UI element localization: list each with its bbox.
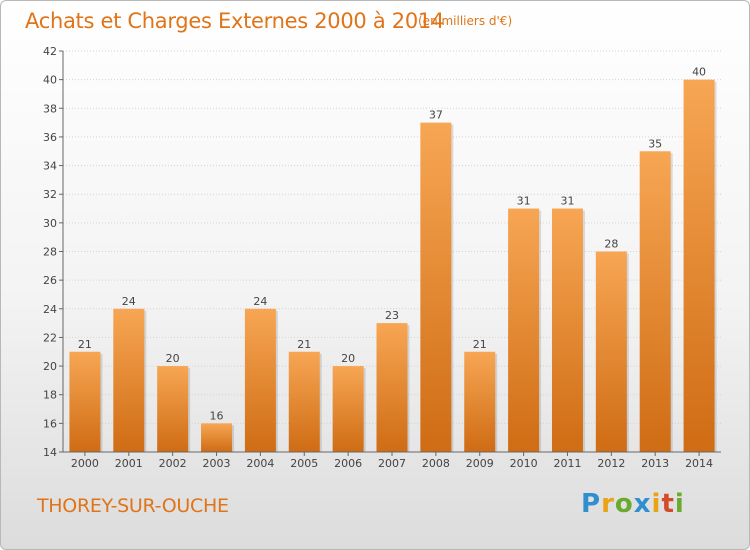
x-tick-label: 2014: [685, 457, 713, 470]
bar-value-label: 31: [517, 195, 531, 208]
y-tick-label: 28: [43, 246, 57, 259]
y-tick-label: 32: [43, 188, 57, 201]
bar: [508, 208, 540, 452]
y-tick-label: 16: [43, 417, 57, 430]
bar: [464, 351, 496, 452]
logo-letter: i: [674, 489, 685, 519]
x-tick-label: 2003: [203, 457, 231, 470]
bar-value-label: 21: [473, 338, 487, 351]
x-tick-label: 2013: [641, 457, 669, 470]
y-tick-label: 24: [43, 303, 57, 316]
y-tick-label: 20: [43, 360, 57, 373]
x-tick-label: 2008: [422, 457, 450, 470]
bar: [595, 251, 627, 452]
bar: [69, 351, 101, 452]
bar: [201, 423, 233, 452]
bar-value-label: 23: [385, 309, 399, 322]
y-tick-label: 22: [43, 331, 57, 344]
chart-subtitle: (en milliers d'€): [418, 14, 513, 28]
bar-value-label: 37: [429, 109, 443, 122]
bar-value-label: 24: [253, 295, 267, 308]
y-tick-label: 42: [43, 45, 57, 58]
proxiti-logo: Proxiti: [581, 489, 685, 519]
y-tick-label: 34: [43, 160, 57, 173]
bar-value-label: 24: [122, 295, 136, 308]
y-tick-label: 14: [43, 446, 57, 459]
logo-letter: P: [581, 489, 602, 519]
bar: [288, 351, 320, 452]
bar-value-label: 16: [210, 409, 224, 422]
bar: [332, 366, 364, 452]
bar-value-label: 40: [692, 66, 706, 79]
y-tick-label: 40: [43, 74, 57, 87]
bar: [683, 79, 715, 453]
x-tick-label: 2006: [334, 457, 362, 470]
axes: 14 16 18 20 22 24 26 28 30 32 34 36 38 40 42 2000 2001 20…: [43, 45, 721, 470]
logo-letter: r: [601, 489, 615, 519]
y-tick-label: 30: [43, 217, 57, 230]
y-tick-label: 18: [43, 389, 57, 402]
bar-value-label: 20: [341, 352, 355, 365]
commune-name: THOREY-SUR-OUCHE: [37, 495, 229, 517]
logo-letter: o: [614, 489, 634, 519]
x-tick-label: 2010: [510, 457, 538, 470]
logo-letter: t: [661, 489, 675, 519]
logo-letter: i: [651, 489, 662, 519]
y-tick-label: 26: [43, 274, 57, 287]
bar: [420, 122, 452, 452]
bar: [376, 323, 408, 452]
bar-value-label: 20: [166, 352, 180, 365]
bar-value-label: 21: [78, 338, 92, 351]
chart-title: Achats et Charges Externes 2000 à 2014: [25, 9, 445, 33]
bar-value-label: 35: [648, 137, 662, 150]
x-tick-label: 2007: [378, 457, 406, 470]
x-tick-label: 2011: [553, 457, 581, 470]
bar: [551, 208, 583, 452]
bar-value-label: 21: [297, 338, 311, 351]
y-tick-label: 36: [43, 131, 57, 144]
bar-value-label: 28: [604, 238, 618, 251]
bar: [639, 151, 671, 452]
x-tick-label: 2001: [115, 457, 143, 470]
x-tick-label: 2009: [466, 457, 494, 470]
bar: [244, 308, 276, 452]
bar: [113, 308, 145, 452]
x-tick-label: 2004: [246, 457, 274, 470]
logo-letter: x: [633, 489, 652, 519]
y-tick-label: 38: [43, 102, 57, 115]
bar-value-label: 31: [560, 195, 574, 208]
x-tick-label: 2012: [597, 457, 625, 470]
bars: 21 24 20 16 24 21 20 23 37 21 31 31 28 35 40: [69, 66, 717, 453]
x-tick-label: 2005: [290, 457, 318, 470]
bar: [157, 366, 189, 452]
x-tick-label: 2000: [71, 457, 99, 470]
x-tick-label: 2002: [159, 457, 187, 470]
